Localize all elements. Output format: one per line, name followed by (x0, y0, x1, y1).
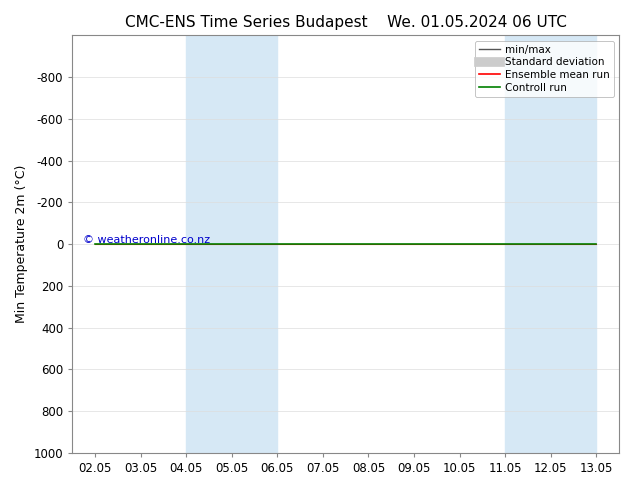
Y-axis label: Min Temperature 2m (°C): Min Temperature 2m (°C) (15, 165, 28, 323)
Bar (231, 35, 277, 453)
Bar (505, 35, 551, 453)
Bar (186, 35, 231, 453)
Text: © weatheronline.co.nz: © weatheronline.co.nz (83, 235, 210, 245)
Legend: min/max, Standard deviation, Ensemble mean run, Controll run: min/max, Standard deviation, Ensemble me… (475, 41, 614, 97)
Title: CMC-ENS Time Series Budapest    We. 01.05.2024 06 UTC: CMC-ENS Time Series Budapest We. 01.05.2… (125, 15, 567, 30)
Bar (551, 35, 596, 453)
